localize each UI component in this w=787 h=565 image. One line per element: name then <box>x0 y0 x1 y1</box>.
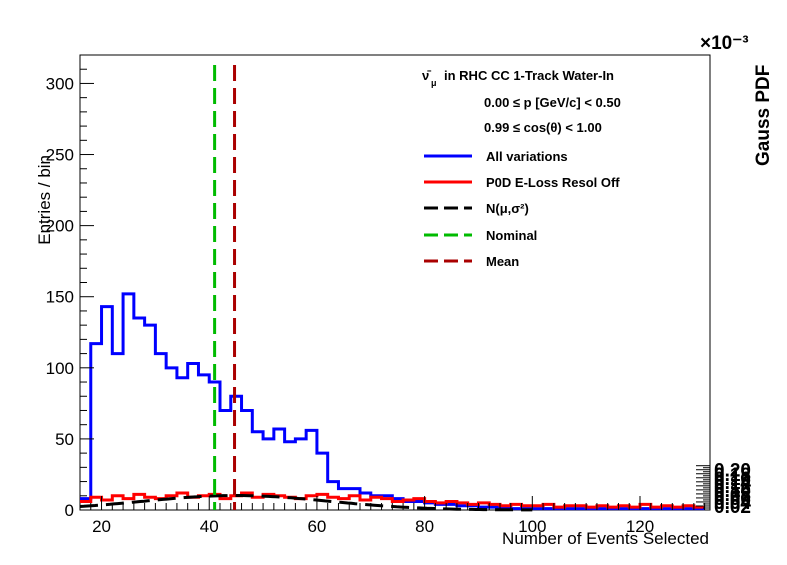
x-tick-label: 60 <box>307 517 326 536</box>
legend: All variations P0D E-Loss Resol Off N(μ,σ²… <box>424 149 620 269</box>
info-line-1: 0.00 ≤ p [GeV/c] < 0.50 <box>484 95 621 110</box>
y2-axis-title: Gauss PDF <box>753 65 774 166</box>
info-symbol: ν̄ <box>422 68 431 83</box>
y2-tick-label: 0.14 <box>714 473 751 494</box>
y2-exponent: ×10⁻³ <box>700 33 749 54</box>
x-tick-label: 40 <box>200 517 219 536</box>
info-symbol-sub: μ <box>431 78 437 88</box>
y-tick-label: 200 <box>46 217 74 236</box>
histogram-layer <box>79 65 705 512</box>
y2-tick-label: 0.02 <box>714 497 751 518</box>
legend-label-0: All variations <box>486 149 568 164</box>
y-tick-label: 100 <box>46 359 74 378</box>
y2-tick-label: 0.08 <box>714 485 751 506</box>
axis-layer: 20 40 60 80 100 120 0 50 100 150 200 250 300 0.020.04… <box>46 54 751 536</box>
y2-tick-label: 0.16 <box>714 469 751 490</box>
info-box: ν̄ μ in RHC CC 1-Track Water-In 0.00 ≤ p… <box>422 68 621 135</box>
y2-tick-label: 0.12 <box>714 477 751 498</box>
y-tick-label: 50 <box>55 430 74 449</box>
y-tick-label: 300 <box>46 74 74 93</box>
legend-label-1: P0D E-Loss Resol Off <box>486 175 620 190</box>
legend-label-2: N(μ,σ²) <box>486 201 529 216</box>
x-tick-label: 20 <box>92 517 111 536</box>
y-tick-label: 150 <box>46 288 74 307</box>
x-tick-label: 100 <box>518 517 546 536</box>
x-tick-label: 80 <box>415 517 434 536</box>
info-line-2: 0.99 ≤ cos(θ) < 1.00 <box>484 120 602 135</box>
x-axis-title: Number of Events Selected <box>502 529 709 548</box>
plot-frame <box>79 54 711 511</box>
y2-tick-label: 0.20 <box>714 461 751 482</box>
y2-tick-label: 0.18 <box>714 465 751 486</box>
y2-tick-label: 0.04 <box>714 493 751 514</box>
legend-label-3: Nominal <box>486 228 537 243</box>
legend-label-4: Mean <box>486 254 519 269</box>
series-1-step-line <box>80 491 705 509</box>
y2-tick-label: 0.06 <box>714 489 751 510</box>
y-tick-label: 0 <box>65 501 74 520</box>
y-tick-label: 250 <box>46 146 74 165</box>
x-tick-label: 120 <box>626 517 654 536</box>
series-0-step-line <box>80 292 705 511</box>
info-line-0: in RHC CC 1-Track Water-In <box>444 68 614 83</box>
y2-tick-label: 0.10 <box>714 481 751 502</box>
y-axis-title: Entries / bin <box>35 155 54 245</box>
